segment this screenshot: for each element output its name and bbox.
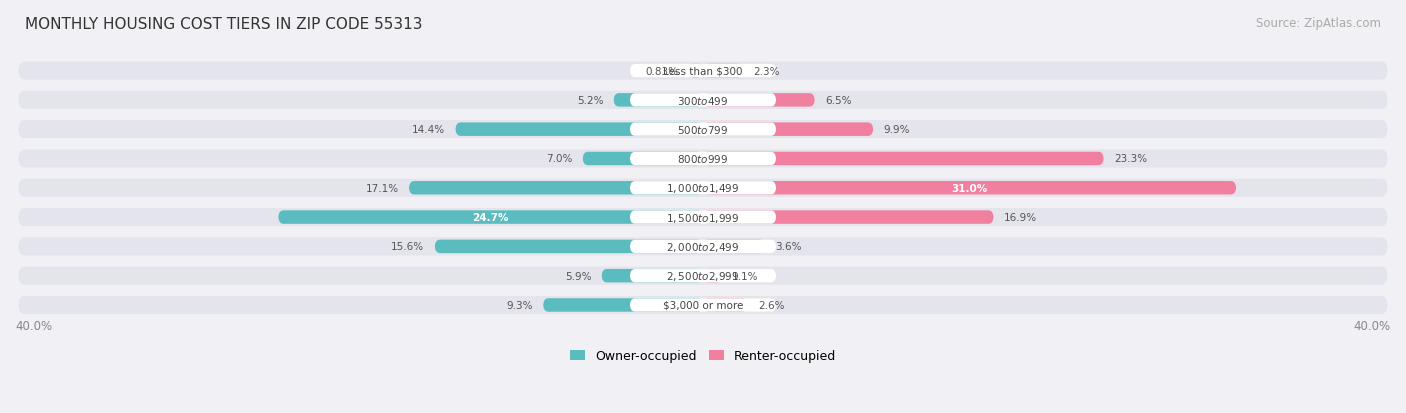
FancyBboxPatch shape xyxy=(602,269,703,283)
Text: 16.9%: 16.9% xyxy=(1004,213,1038,223)
FancyBboxPatch shape xyxy=(18,62,1388,81)
Text: 9.3%: 9.3% xyxy=(506,300,533,310)
Text: 1.1%: 1.1% xyxy=(733,271,759,281)
FancyBboxPatch shape xyxy=(703,211,994,224)
Text: 6.5%: 6.5% xyxy=(825,96,852,106)
FancyBboxPatch shape xyxy=(630,152,776,166)
FancyBboxPatch shape xyxy=(434,240,703,254)
Text: 5.2%: 5.2% xyxy=(576,96,603,106)
FancyBboxPatch shape xyxy=(703,240,765,254)
FancyBboxPatch shape xyxy=(18,121,1388,139)
FancyBboxPatch shape xyxy=(18,92,1388,110)
Text: MONTHLY HOUSING COST TIERS IN ZIP CODE 55313: MONTHLY HOUSING COST TIERS IN ZIP CODE 5… xyxy=(25,17,423,31)
Text: 40.0%: 40.0% xyxy=(15,319,52,332)
FancyBboxPatch shape xyxy=(630,182,776,195)
Text: 0.83%: 0.83% xyxy=(645,66,679,76)
Text: 15.6%: 15.6% xyxy=(391,242,425,252)
Legend: Owner-occupied, Renter-occupied: Owner-occupied, Renter-occupied xyxy=(565,344,841,367)
Text: $800 to $999: $800 to $999 xyxy=(678,153,728,165)
FancyBboxPatch shape xyxy=(703,65,742,78)
FancyBboxPatch shape xyxy=(703,123,873,137)
FancyBboxPatch shape xyxy=(582,152,703,166)
FancyBboxPatch shape xyxy=(703,152,1104,166)
Text: $1,500 to $1,999: $1,500 to $1,999 xyxy=(666,211,740,224)
Text: $3,000 or more: $3,000 or more xyxy=(662,300,744,310)
FancyBboxPatch shape xyxy=(630,211,776,224)
Text: 24.7%: 24.7% xyxy=(472,213,509,223)
FancyBboxPatch shape xyxy=(703,269,721,283)
FancyBboxPatch shape xyxy=(278,211,703,224)
FancyBboxPatch shape xyxy=(703,94,815,107)
FancyBboxPatch shape xyxy=(543,299,703,312)
Text: 2.6%: 2.6% xyxy=(758,300,785,310)
Text: 2.3%: 2.3% xyxy=(752,66,779,76)
Text: 17.1%: 17.1% xyxy=(366,183,398,193)
FancyBboxPatch shape xyxy=(18,209,1388,227)
FancyBboxPatch shape xyxy=(703,182,1236,195)
Text: 3.6%: 3.6% xyxy=(775,242,801,252)
Text: 40.0%: 40.0% xyxy=(1354,319,1391,332)
Text: $500 to $799: $500 to $799 xyxy=(678,124,728,136)
FancyBboxPatch shape xyxy=(18,179,1388,197)
FancyBboxPatch shape xyxy=(630,65,776,78)
Text: Less than $300: Less than $300 xyxy=(664,66,742,76)
FancyBboxPatch shape xyxy=(689,65,703,78)
FancyBboxPatch shape xyxy=(18,267,1388,285)
FancyBboxPatch shape xyxy=(703,299,748,312)
Text: 9.9%: 9.9% xyxy=(883,125,910,135)
Text: $2,500 to $2,999: $2,500 to $2,999 xyxy=(666,270,740,282)
Text: Source: ZipAtlas.com: Source: ZipAtlas.com xyxy=(1256,17,1381,29)
Text: $1,000 to $1,499: $1,000 to $1,499 xyxy=(666,182,740,195)
Text: 14.4%: 14.4% xyxy=(412,125,446,135)
FancyBboxPatch shape xyxy=(18,150,1388,168)
Text: 5.9%: 5.9% xyxy=(565,271,591,281)
FancyBboxPatch shape xyxy=(630,94,776,107)
FancyBboxPatch shape xyxy=(456,123,703,137)
FancyBboxPatch shape xyxy=(613,94,703,107)
Text: 31.0%: 31.0% xyxy=(952,183,988,193)
FancyBboxPatch shape xyxy=(409,182,703,195)
Text: $300 to $499: $300 to $499 xyxy=(678,95,728,107)
FancyBboxPatch shape xyxy=(630,299,776,312)
FancyBboxPatch shape xyxy=(18,238,1388,256)
Text: 23.3%: 23.3% xyxy=(1114,154,1147,164)
FancyBboxPatch shape xyxy=(630,269,776,282)
FancyBboxPatch shape xyxy=(630,240,776,253)
FancyBboxPatch shape xyxy=(18,296,1388,314)
Text: $2,000 to $2,499: $2,000 to $2,499 xyxy=(666,240,740,253)
Text: 7.0%: 7.0% xyxy=(546,154,572,164)
FancyBboxPatch shape xyxy=(630,123,776,136)
